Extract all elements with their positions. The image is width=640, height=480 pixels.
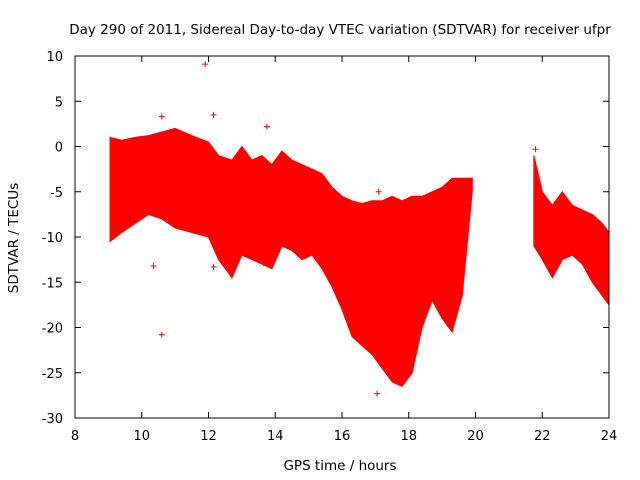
x-tick-label: 8 <box>71 429 79 444</box>
data-band <box>533 155 610 307</box>
y-tick-label: -30 <box>42 412 63 427</box>
y-tick-label: 5 <box>55 95 63 110</box>
x-tick-label: 14 <box>267 429 284 444</box>
y-tick-label: -10 <box>42 231 63 246</box>
chart-title: Day 290 of 2011, Sidereal Day-to-day VTE… <box>69 22 611 38</box>
plot-frame <box>74 55 610 419</box>
tick-layer: 8 10 12 14 16 18 20 22 24 -30 -25 -20 -15 -10 -5 0 5 10 <box>42 50 618 444</box>
outlier-point <box>210 111 217 118</box>
outlier-point <box>263 123 270 130</box>
x-tick-label: 10 <box>133 429 150 444</box>
outlier-point <box>260 260 267 267</box>
x-tick-label: 20 <box>467 429 484 444</box>
x-tick-label: 18 <box>400 429 417 444</box>
outlier-point <box>532 146 539 153</box>
outlier-point <box>374 390 381 397</box>
y-tick-label: -25 <box>42 367 63 382</box>
x-tick-label: 12 <box>200 429 217 444</box>
outlier-point <box>202 61 209 68</box>
outlier-layer <box>150 61 539 397</box>
data-band <box>109 127 473 387</box>
x-tick-label: 16 <box>334 429 351 444</box>
y-axis-label: SDTVAR / TECUs <box>6 183 22 293</box>
outlier-point <box>375 188 382 195</box>
y-tick-label: 10 <box>46 50 63 65</box>
data-layer <box>109 127 610 387</box>
outlier-point <box>158 113 165 120</box>
y-tick-label: -20 <box>42 322 63 337</box>
y-tick-label: 0 <box>55 141 63 156</box>
x-tick-label: 24 <box>601 429 618 444</box>
outlier-point <box>150 262 157 269</box>
outlier-point <box>158 331 165 338</box>
y-tick-label: -5 <box>50 186 63 201</box>
x-axis-label: GPS time / hours <box>283 458 396 474</box>
outlier-point <box>210 263 217 270</box>
y-tick-label: -15 <box>42 276 63 291</box>
x-tick-label: 22 <box>534 429 551 444</box>
